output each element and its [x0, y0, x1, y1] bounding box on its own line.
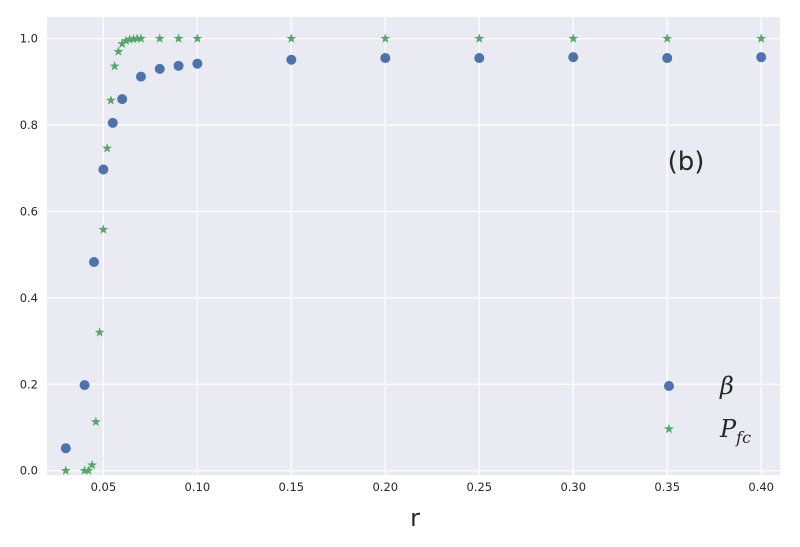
beta-point — [568, 52, 579, 63]
beta-point — [79, 380, 90, 391]
legend-label: Pfc — [719, 415, 751, 447]
pfc-point — [136, 33, 146, 43]
grid-lines — [47, 17, 780, 475]
x-tick-label: 0.10 — [185, 480, 211, 494]
plot-area — [47, 17, 780, 475]
pfc-point — [105, 95, 116, 105]
data-points — [60, 33, 767, 475]
x-tick-label: 0.30 — [560, 480, 586, 494]
legend: β Pfc — [664, 372, 751, 447]
pfc-point — [173, 33, 184, 43]
beta-point — [192, 58, 203, 69]
pfc-point — [87, 459, 98, 470]
x-tick-label: 0.35 — [654, 480, 680, 494]
beta-point — [662, 53, 673, 64]
pfc-point — [109, 61, 120, 71]
beta-point — [154, 63, 165, 74]
pfc-point — [102, 143, 113, 153]
beta-point — [135, 71, 146, 82]
pfc-point — [380, 33, 391, 43]
legend-pfc-marker — [664, 423, 674, 434]
beta-point — [474, 53, 485, 64]
y-tick-label: 0.0 — [20, 464, 38, 478]
beta-point — [60, 443, 71, 454]
x-tick-label: 0.20 — [373, 480, 399, 494]
x-axis-label: r — [410, 504, 420, 532]
pfc-point — [90, 416, 101, 427]
pfc-point — [568, 33, 579, 43]
pfc-point — [113, 46, 124, 56]
beta-point — [88, 256, 99, 267]
y-tick-label: 0.6 — [20, 204, 38, 218]
pfc-point — [474, 33, 485, 43]
pfc-point — [120, 35, 131, 45]
y-tick-labels: 0.0 0.2 0.4 0.6 0.8 1.0 — [20, 32, 38, 478]
pfc-point — [83, 465, 94, 475]
y-tick-label: 0.2 — [20, 377, 38, 391]
beta-point — [107, 117, 118, 128]
pfc-point — [94, 327, 105, 337]
pfc-point — [128, 33, 139, 44]
pfc-point — [124, 34, 135, 44]
y-tick-label: 1.0 — [20, 32, 38, 46]
beta-point — [380, 53, 391, 64]
beta-point — [173, 60, 184, 71]
pfc-point — [662, 33, 673, 43]
pfc-point — [117, 38, 128, 48]
pfc-point — [60, 465, 71, 475]
panel-annotation: (b) — [668, 147, 705, 177]
legend-beta-marker — [664, 381, 674, 391]
x-tick-label: 0.40 — [748, 480, 774, 494]
x-tick-label: 0.05 — [91, 480, 117, 494]
pfc-point — [79, 465, 90, 475]
y-tick-label: 0.8 — [20, 118, 38, 132]
beta-point — [286, 54, 297, 65]
legend-label: β — [719, 372, 734, 400]
x-tick-label: 0.15 — [279, 480, 305, 494]
beta-point — [117, 94, 128, 105]
pfc-point — [132, 33, 143, 43]
pfc-point — [192, 33, 203, 43]
y-tick-label: 0.4 — [20, 291, 38, 305]
pfc-point — [154, 33, 165, 43]
beta-point — [98, 164, 109, 175]
pfc-point — [756, 33, 767, 43]
x-tick-label: 0.25 — [466, 480, 492, 494]
beta-point — [756, 52, 767, 63]
pfc-point — [98, 224, 109, 234]
x-tick-labels: 0.05 0.10 0.15 0.20 0.25 0.30 0.35 0.40 — [91, 480, 774, 494]
pfc-point — [286, 33, 297, 43]
